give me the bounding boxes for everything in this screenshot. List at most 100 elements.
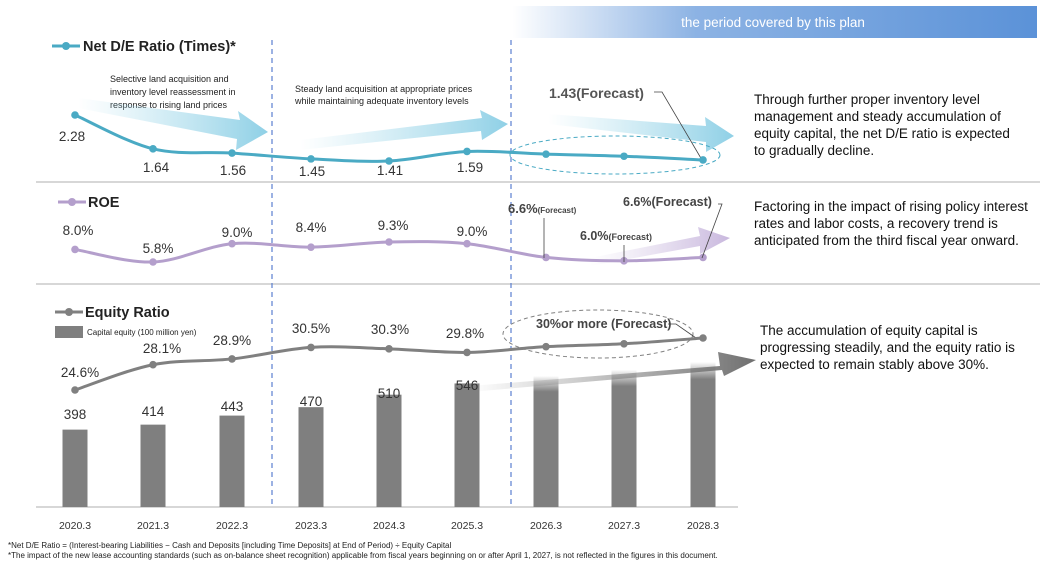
bar-label-2021: 414 [142, 404, 165, 419]
bar-2026.3 [533, 375, 559, 507]
roe-label-2021: 5.8% [143, 241, 174, 256]
x-tick-2022: 2022.3 [216, 520, 248, 532]
x-axis-labels: 2020.3 2021.3 2022.3 2023.3 2024.3 2025.… [59, 520, 719, 532]
roe-legend-marker [68, 198, 76, 206]
de-point-2026.3 [542, 150, 550, 158]
equity-point-2020.3 [71, 386, 79, 394]
x-tick-2028: 2028.3 [687, 520, 719, 532]
equity-label-2023: 30.5% [292, 321, 330, 336]
equity-point-2028.3 [699, 334, 707, 342]
de-point-2027.3 [620, 152, 628, 161]
roe-label-2024: 9.3% [378, 218, 409, 233]
roe-label-2022: 9.0% [222, 225, 253, 240]
roe-label-2023: 8.4% [296, 220, 327, 235]
bar-label-2020: 398 [64, 407, 87, 422]
de-point-2020.3 [71, 111, 79, 119]
bar-label-2023: 470 [300, 394, 323, 409]
bar-legend-swatch [55, 326, 83, 338]
bar-label-2024: 510 [378, 386, 401, 401]
plan-banner-label: the period covered by this plan [681, 15, 865, 30]
equity-point-2024.3 [385, 345, 393, 353]
roe-legend: ROE [58, 195, 120, 211]
equity-point-2021.3 [149, 360, 157, 369]
x-tick-2027: 2027.3 [608, 520, 640, 532]
roe-forecast-2027-value: 6.0% [580, 229, 609, 243]
de-label-2022: 1.56 [220, 163, 246, 178]
equity-legend: Equity Ratio Capital equity (100 million… [55, 305, 197, 338]
equity-legend-marker [65, 308, 73, 316]
roe-forecast-label-2027: 6.0%(Forecast) [580, 229, 652, 243]
de-point-2023.3 [307, 155, 315, 163]
capital-equity-bars [62, 361, 716, 507]
roe-forecast-label-2028: 6.6%(Forecast) [623, 195, 712, 209]
bar-2021.3 [140, 424, 166, 507]
de-label-2024: 1.41 [377, 163, 403, 178]
plan-banner [512, 6, 1037, 38]
equity-label-2021: 28.1% [143, 341, 181, 356]
roe-point-2021.3 [149, 258, 157, 266]
de-trend-arrow-2 [300, 110, 508, 150]
equity-labels: 24.6% 28.1% 28.9% 30.5% 30.3% 29.8% [61, 321, 484, 380]
roe-commentary: Factoring in the impact of rising policy… [754, 199, 1028, 248]
roe-forecast-leader-2028 [701, 203, 723, 259]
roe-trend-arrow [590, 227, 730, 266]
bar-2027.3 [611, 369, 637, 507]
roe-label-2025: 9.0% [457, 224, 488, 239]
de-points [71, 111, 707, 165]
de-forecast-leader [654, 91, 703, 161]
de-annotation-line-1: Selective land acquisition and [110, 74, 229, 84]
de-label-2023: 1.45 [299, 164, 325, 179]
de-trend-arrow-1 [78, 98, 268, 150]
equity-label-2020: 24.6% [61, 365, 99, 380]
bar-2023.3 [298, 407, 324, 507]
equity-forecast-label: 30%or more (Forecast) [536, 317, 671, 331]
equity-point-2025.3 [463, 348, 471, 357]
equity-point-2027.3 [620, 339, 628, 348]
de-legend: Net D/E Ratio (Times)* [52, 39, 236, 55]
roe-point-2026.3 [542, 253, 550, 262]
de-trend-arrow-3 [548, 114, 734, 152]
equity-title: Equity Ratio [85, 305, 170, 321]
roe-title: ROE [88, 195, 120, 211]
x-tick-2024: 2024.3 [373, 520, 405, 532]
bar-2028.3 [690, 361, 716, 507]
roe-forecast-2027-suffix: (Forecast) [609, 232, 653, 242]
equity-point-2022.3 [228, 355, 236, 363]
de-title: Net D/E Ratio (Times)* [83, 39, 236, 55]
de-label-2020: 2.28 [59, 129, 85, 144]
equity-label-2025: 29.8% [446, 326, 484, 341]
x-tick-2026: 2026.3 [530, 520, 562, 532]
de-annotation-line-5: while maintaining adequate inventory lev… [294, 96, 469, 106]
equity-point-2023.3 [307, 343, 315, 352]
bar-2025.3 [454, 383, 480, 507]
footnote-2: *The impact of the new lease accounting … [8, 551, 718, 560]
equity-trend-arrow [470, 352, 756, 392]
roe-forecast-label-2026: 6.6%(Forecast) [508, 201, 577, 216]
roe-point-2025.3 [463, 239, 471, 248]
de-point-2024.3 [385, 157, 393, 165]
de-label-2025: 1.59 [457, 160, 483, 175]
roe-forecast-2028-suffix: (Forecast) [652, 195, 712, 209]
roe-label-2020: 8.0% [63, 223, 94, 238]
roe-point-2020.3 [71, 245, 79, 254]
equity-label-2022: 28.9% [213, 333, 251, 348]
de-point-2028.3 [699, 156, 707, 164]
x-tick-2021: 2021.3 [137, 520, 169, 532]
roe-point-2028.3 [699, 253, 707, 262]
de-forecast-label: 1.43(Forecast) [549, 85, 644, 101]
de-legend-marker [62, 42, 70, 50]
de-label-2021: 1.64 [143, 160, 170, 175]
de-annotation-line-4: Steady land acquisition at appropriate p… [295, 84, 473, 94]
roe-point-2022.3 [228, 239, 236, 248]
footnote-1: *Net D/E Ratio = (Interest-bearing Liabi… [8, 541, 452, 550]
x-tick-2020: 2020.3 [59, 520, 91, 532]
x-tick-2023: 2023.3 [295, 520, 327, 532]
bar-legend-label: Capital equity (100 million yen) [87, 328, 197, 337]
de-annotation-line-2: inventory level reassessment in [110, 87, 236, 97]
roe-forecast-2028-value: 6.6% [623, 195, 652, 209]
equity-forecast-leader [668, 323, 697, 339]
roe-forecast-2026-value: 6.6% [508, 201, 538, 216]
roe-labels: 8.0% 5.8% 9.0% 8.4% 9.3% 9.0% [63, 218, 488, 256]
equity-commentary: The accumulation of equity capital is pr… [760, 323, 1015, 372]
